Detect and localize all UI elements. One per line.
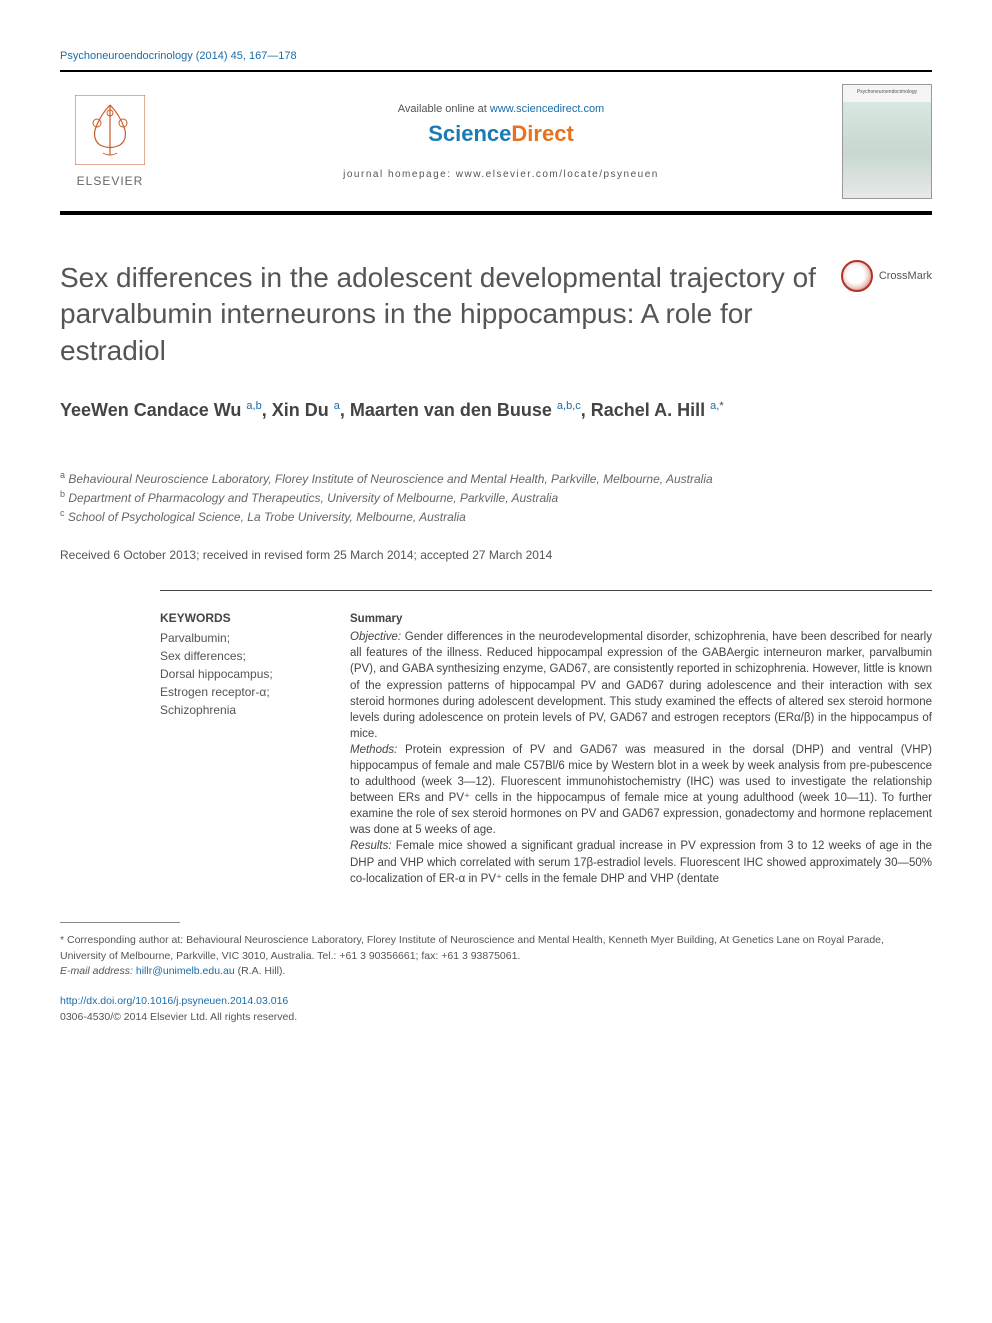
affiliation-b: b Department of Pharmacology and Therape… [60, 488, 932, 507]
homepage-line: journal homepage: www.elsevier.com/locat… [160, 169, 842, 180]
elsevier-tree-icon [75, 95, 145, 165]
keyword-item: Dorsal hippocampus; [160, 665, 320, 683]
summary-results: Results: Female mice showed a significan… [350, 838, 932, 886]
available-prefix: Available online at [398, 103, 490, 115]
article-title: Sex differences in the adolescent develo… [60, 260, 841, 369]
available-online: Available online at www.sciencedirect.co… [160, 103, 842, 115]
footnote-corr: * Corresponding author at: Behavioural N… [60, 933, 932, 965]
issn-copyright: 0306-4530/© 2014 Elsevier Ltd. All right… [60, 1010, 932, 1026]
sd-part1: Science [428, 121, 511, 146]
crossmark-label: CrossMark [879, 270, 932, 282]
keywords-list: Parvalbumin; Sex differences; Dorsal hip… [160, 629, 320, 719]
footnote-email: E-mail address: hillr@unimelb.edu.au (R.… [60, 964, 932, 980]
sciencedirect-logo: ScienceDirect [160, 121, 842, 147]
keywords-heading: KEYWORDS [160, 611, 320, 625]
header-center: Available online at www.sciencedirect.co… [160, 103, 842, 180]
crossmark-badge[interactable]: CrossMark [841, 260, 932, 292]
summary-methods: Methods: Protein expression of PV and GA… [350, 742, 932, 839]
homepage-prefix: journal homepage: [343, 169, 456, 180]
received-dates: Received 6 October 2013; received in rev… [60, 548, 932, 562]
doi-block: http://dx.doi.org/10.1016/j.psyneuen.201… [60, 994, 932, 1026]
summary-objective: Objective: Gender differences in the neu… [350, 629, 932, 742]
keyword-item: Schizophrenia [160, 701, 320, 719]
summary-heading: Summary [350, 611, 932, 627]
corresponding-author-footnote: * Corresponding author at: Behavioural N… [60, 933, 932, 980]
crossmark-icon [841, 260, 873, 292]
doi-link[interactable]: http://dx.doi.org/10.1016/j.psyneuen.201… [60, 995, 288, 1007]
keyword-item: Sex differences; [160, 647, 320, 665]
keywords-column: KEYWORDS Parvalbumin; Sex differences; D… [160, 611, 320, 887]
sd-part2: Direct [511, 121, 573, 146]
cover-label: Psychoneuroendocrinology [843, 89, 931, 95]
affiliations: a Behavioural Neuroscience Laboratory, F… [60, 469, 932, 526]
journal-reference: Psychoneuroendocrinology (2014) 45, 167—… [60, 50, 932, 62]
keyword-item: Estrogen receptor-α; [160, 683, 320, 701]
homepage-url: www.elsevier.com/locate/psyneuen [456, 169, 659, 180]
elsevier-label: ELSEVIER [60, 174, 160, 188]
abstract-block: KEYWORDS Parvalbumin; Sex differences; D… [160, 590, 932, 887]
affiliation-c: c School of Psychological Science, La Tr… [60, 507, 932, 526]
sciencedirect-link[interactable]: www.sciencedirect.com [490, 103, 604, 115]
summary-column: Summary Objective: Gender differences in… [350, 611, 932, 887]
footnote-separator [60, 922, 180, 923]
journal-header: ELSEVIER Available online at www.science… [60, 70, 932, 215]
elsevier-logo-block: ELSEVIER [60, 95, 160, 188]
email-link[interactable]: hillr@unimelb.edu.au [136, 965, 235, 977]
affiliation-a: a Behavioural Neuroscience Laboratory, F… [60, 469, 932, 488]
authors: YeeWen Candace Wu a,b, Xin Du a, Maarten… [60, 397, 932, 424]
journal-cover-thumbnail: Psychoneuroendocrinology [842, 84, 932, 199]
keyword-item: Parvalbumin; [160, 629, 320, 647]
